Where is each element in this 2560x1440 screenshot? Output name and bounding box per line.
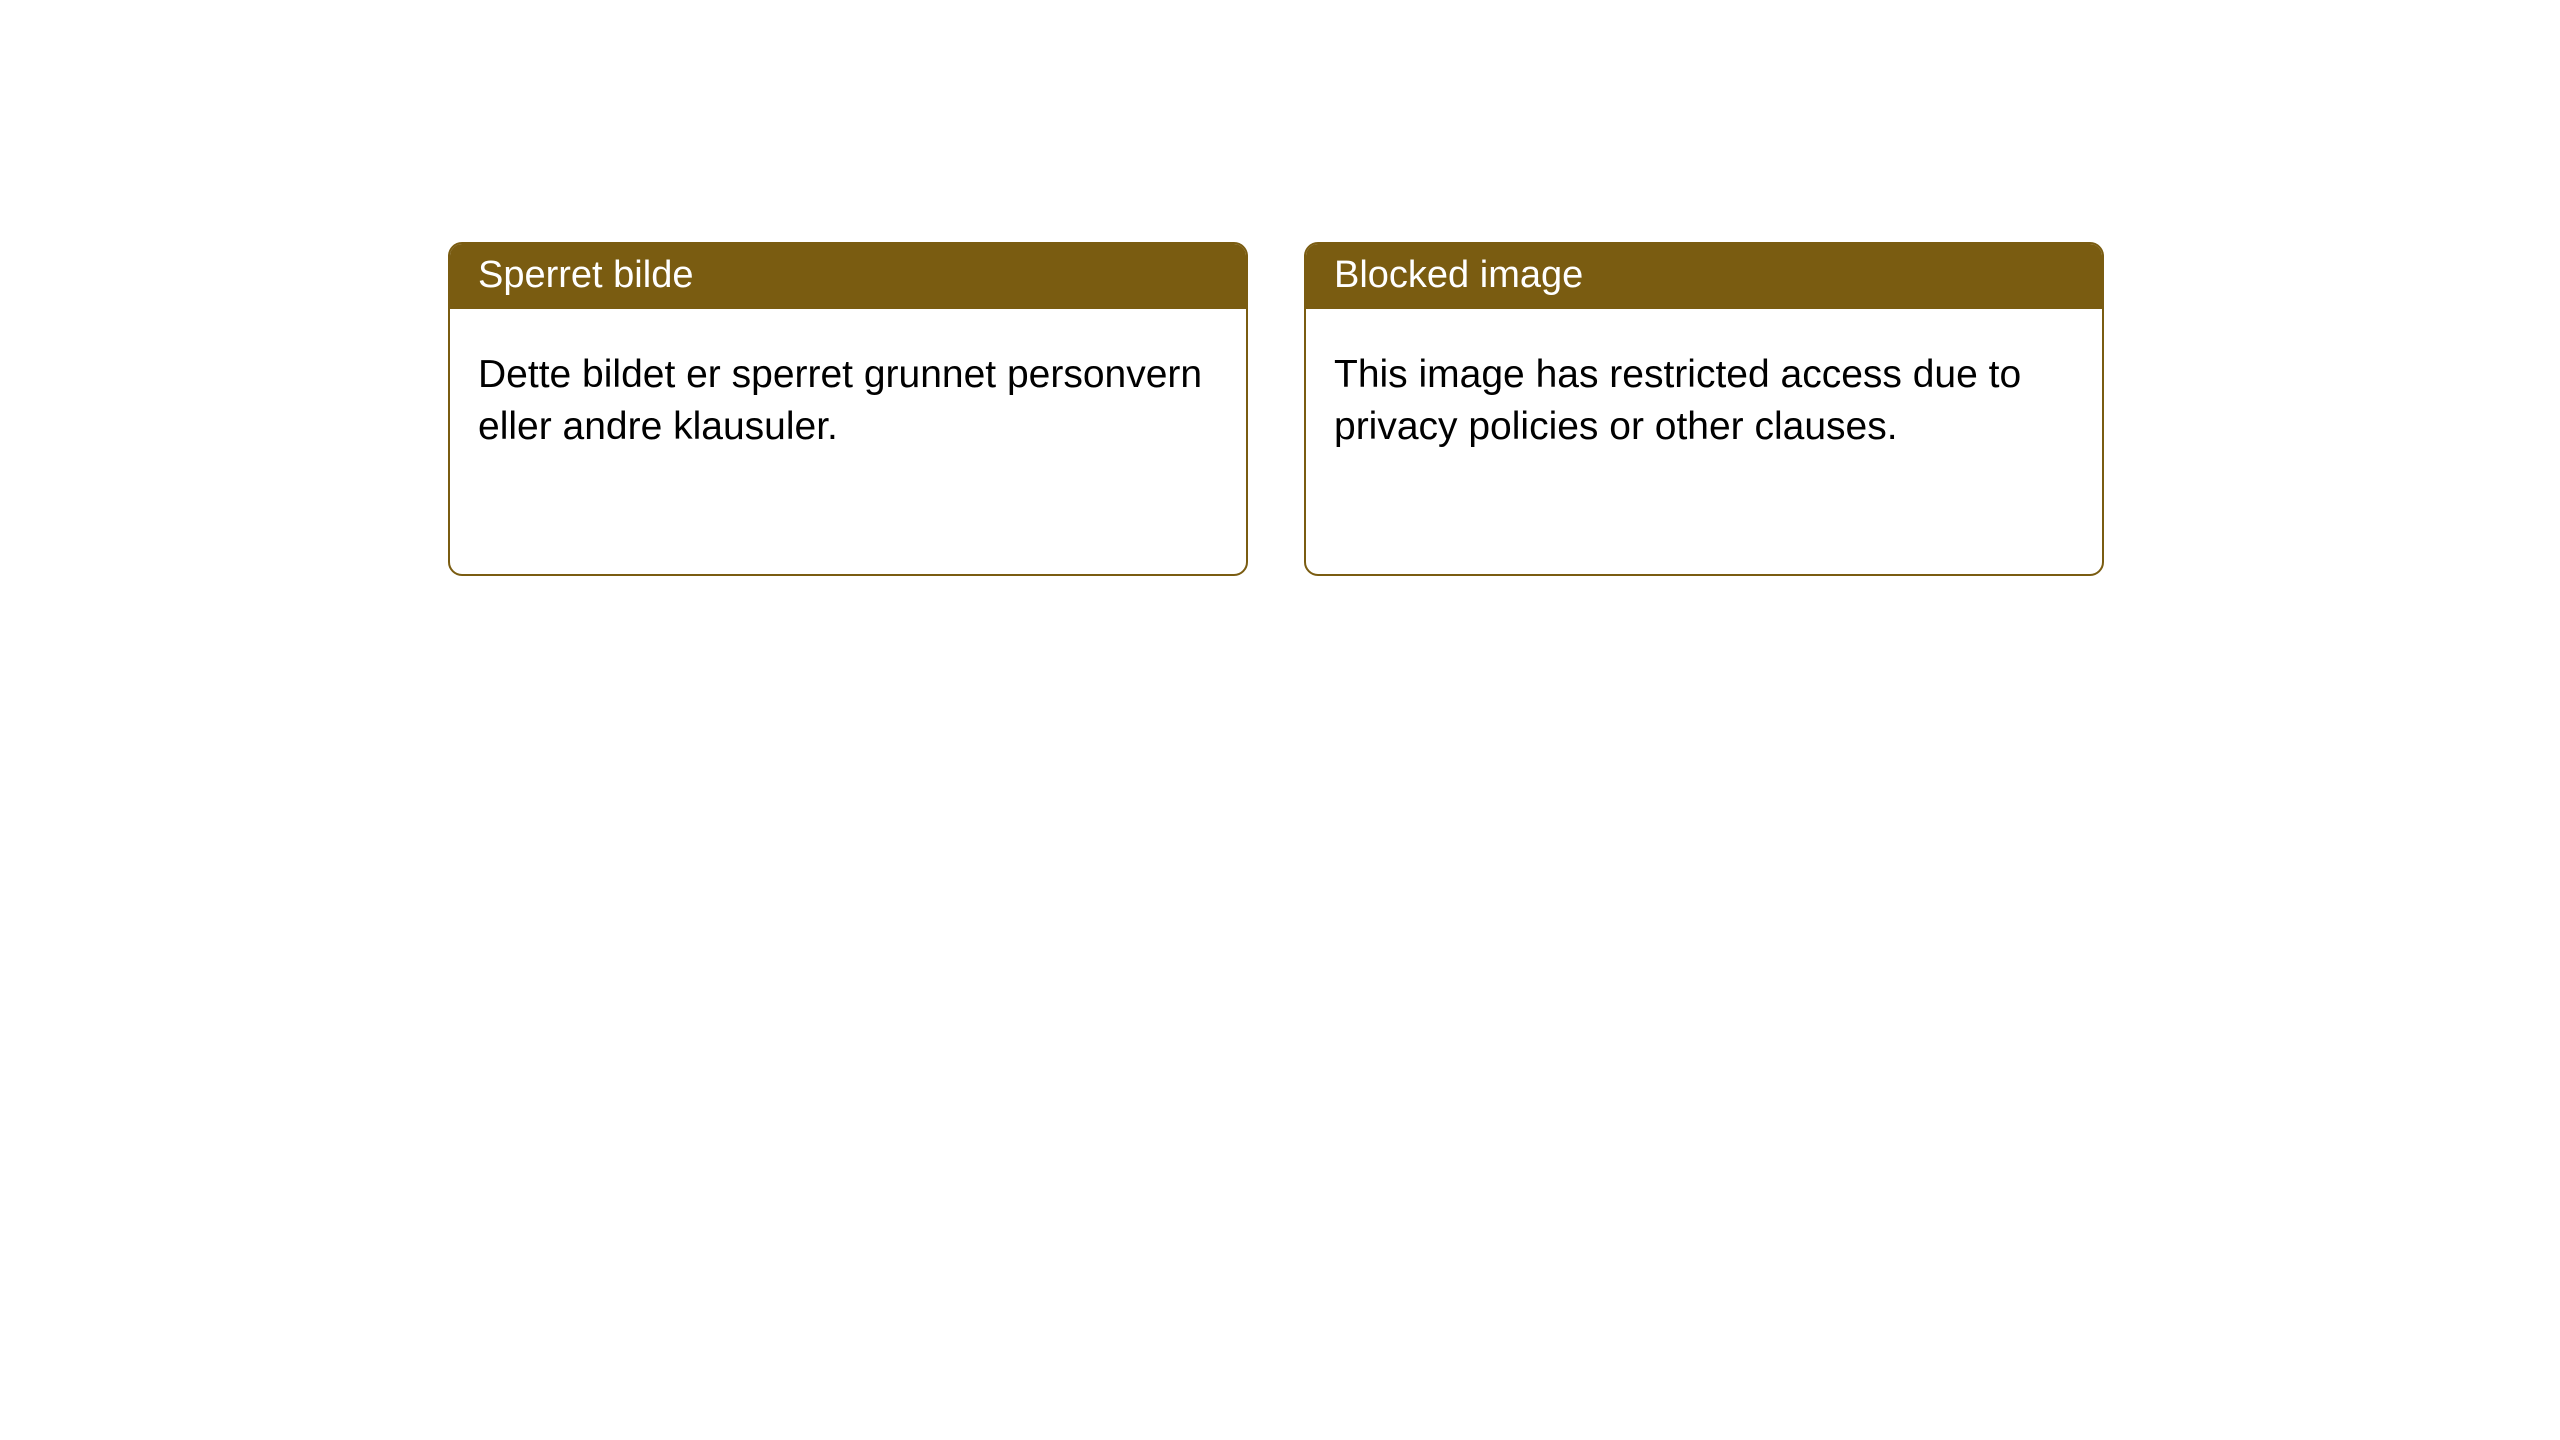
blocked-image-card-en: Blocked image This image has restricted … — [1304, 242, 2104, 576]
card-body-no: Dette bildet er sperret grunnet personve… — [450, 309, 1246, 481]
blocked-image-card-no: Sperret bilde Dette bildet er sperret gr… — [448, 242, 1248, 576]
card-message-en: This image has restricted access due to … — [1334, 353, 2021, 448]
card-message-no: Dette bildet er sperret grunnet personve… — [478, 353, 1202, 448]
card-body-en: This image has restricted access due to … — [1306, 309, 2102, 481]
notice-container: Sperret bilde Dette bildet er sperret gr… — [0, 0, 2560, 576]
card-title-en: Blocked image — [1334, 254, 1583, 296]
card-header-en: Blocked image — [1306, 244, 2102, 309]
card-header-no: Sperret bilde — [450, 244, 1246, 309]
card-title-no: Sperret bilde — [478, 254, 693, 296]
